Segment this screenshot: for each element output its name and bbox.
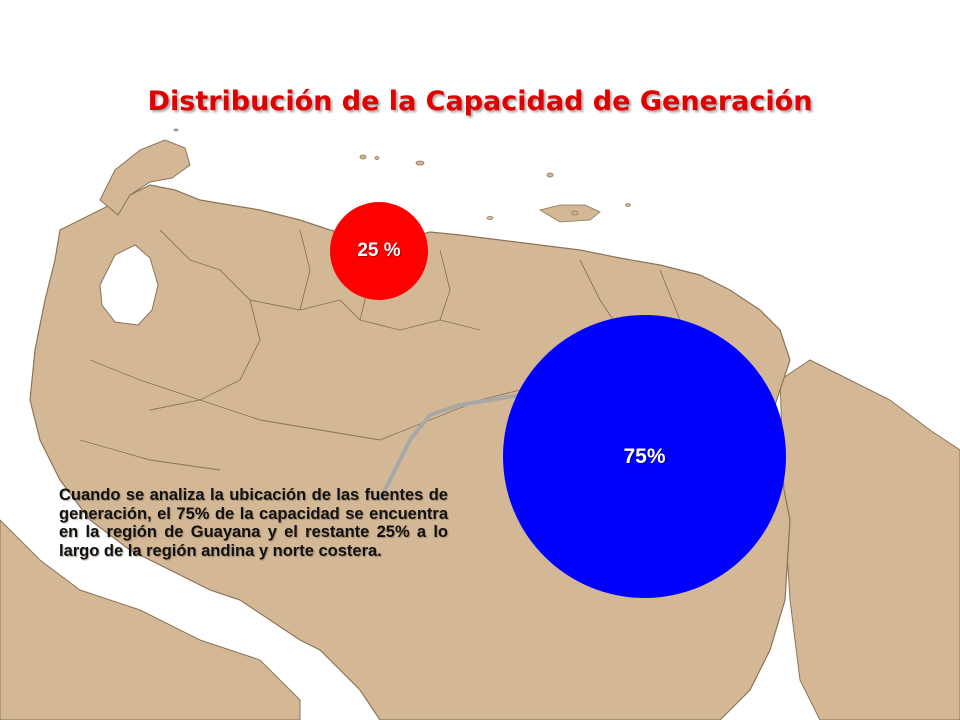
lake: [99, 244, 159, 326]
slide-title: Distribución de la Capacidad de Generaci…: [147, 86, 813, 117]
river: [378, 393, 521, 501]
north-capacity-bubble: 25 %: [330, 202, 428, 300]
description-text: Cuando se analiza la ubicación de las fu…: [59, 486, 448, 560]
islands: [173, 128, 631, 223]
neighbor-land-east: [779, 359, 960, 720]
guayana-capacity-bubble: 75%: [503, 315, 786, 598]
guayana-capacity-label: 75%: [623, 444, 666, 468]
neighbor-land-west: [0, 519, 301, 720]
northern-peninsula: [99, 139, 191, 216]
north-capacity-label: 25 %: [357, 240, 401, 261]
